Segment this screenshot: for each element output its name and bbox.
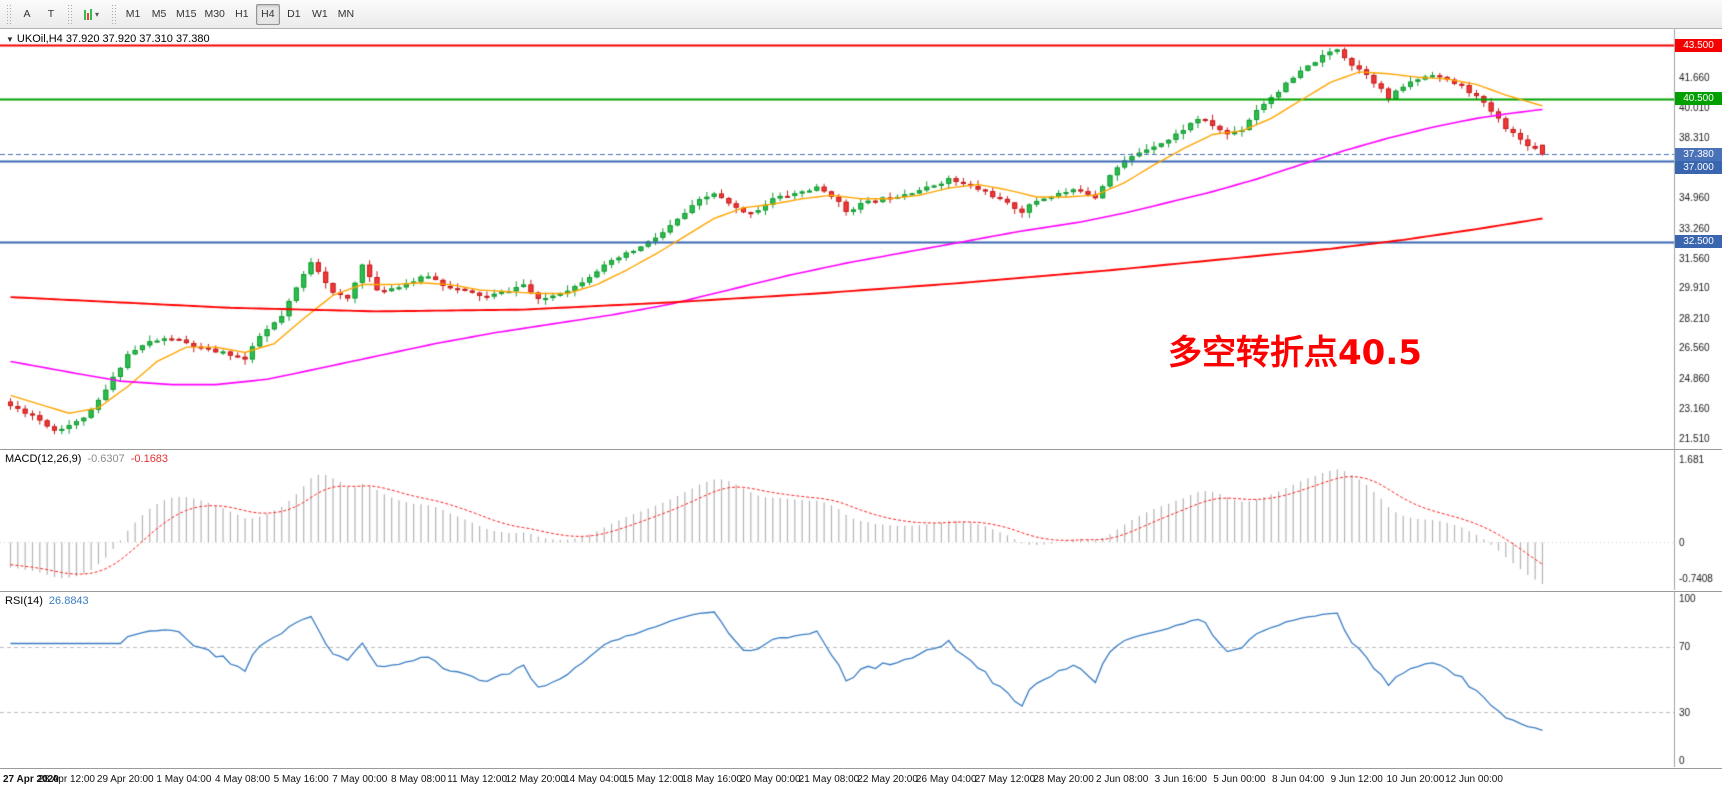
- tf-button-d1[interactable]: D1: [282, 4, 306, 25]
- expand-ohlc-icon[interactable]: ▼: [6, 35, 14, 44]
- date-label: 4 May 08:00: [215, 774, 270, 785]
- quote-high: 37.920: [103, 33, 137, 45]
- date-label: 26 May 04:00: [916, 774, 977, 785]
- tf-button-m5[interactable]: M5: [147, 4, 171, 25]
- price-chart-panel: ▼UKOil,H4 37.920 37.920 37.310 37.380 多空…: [0, 29, 1722, 449]
- date-label: 21 May 08:00: [799, 774, 860, 785]
- macd-name: MACD(12,26,9): [5, 453, 81, 465]
- date-label: 5 Jun 00:00: [1213, 774, 1265, 785]
- date-label: 7 May 00:00: [332, 774, 387, 785]
- quote-low: 37.310: [139, 33, 173, 45]
- tf-button-m30[interactable]: M30: [201, 4, 227, 25]
- macd-chart-canvas[interactable]: [0, 450, 1722, 590]
- date-label: 27 May 12:00: [975, 774, 1036, 785]
- tf-button-w1[interactable]: W1: [308, 4, 332, 25]
- price-tag-37.380: 37.380: [1675, 148, 1722, 161]
- macd-indicator-panel: MACD(12,26,9) -0.6307 -0.1683: [0, 449, 1722, 591]
- rsi-label: RSI(14) 26.8843: [5, 595, 89, 607]
- date-label: 22 May 20:00: [857, 774, 918, 785]
- candlestick-icon: [84, 9, 92, 20]
- quote-open: 37.920: [66, 33, 100, 45]
- toolbar-grip[interactable]: [111, 4, 116, 24]
- date-label: 28 May 20:00: [1033, 774, 1094, 785]
- time-axis[interactable]: 27 Apr 202028 Apr 12:0029 Apr 20:001 May…: [0, 768, 1722, 793]
- chart-toolbar: AT ▾ M1M5M15M30H1H4D1W1MN: [0, 0, 1722, 29]
- rsi-chart-canvas[interactable]: [0, 592, 1722, 767]
- date-label: 8 Jun 04:00: [1272, 774, 1324, 785]
- trading-terminal-window: AT ▾ M1M5M15M30H1H4D1W1MN ▼UKOil,H4 37.9…: [0, 0, 1722, 793]
- tf-button-h1[interactable]: H1: [230, 4, 254, 25]
- indicators-dropdown-button[interactable]: ▾: [77, 4, 106, 25]
- date-label: 12 Jun 00:00: [1445, 774, 1503, 785]
- date-label: 8 May 08:00: [391, 774, 446, 785]
- symbol-name: UKOil,H4: [17, 33, 63, 45]
- date-label: 1 May 04:00: [156, 774, 211, 785]
- rsi-value: 26.8843: [49, 595, 89, 607]
- date-label: 3 Jun 16:00: [1155, 774, 1207, 785]
- chart-annotation-text: 多空转折点40.5: [1168, 325, 1422, 374]
- date-label: 20 May 00:00: [740, 774, 801, 785]
- date-label: 5 May 16:00: [274, 774, 329, 785]
- rsi-indicator-panel: RSI(14) 26.8843: [0, 591, 1722, 768]
- date-label: 12 May 20:00: [505, 774, 566, 785]
- macd-label: MACD(12,26,9) -0.6307 -0.1683: [5, 453, 168, 465]
- toolbar-grip[interactable]: [67, 4, 72, 24]
- date-label: 9 Jun 12:00: [1331, 774, 1383, 785]
- date-label: 14 May 04:00: [564, 774, 625, 785]
- date-label: 15 May 12:00: [623, 774, 684, 785]
- macd-signal-value: -0.1683: [131, 453, 168, 465]
- date-label: 29 Apr 20:00: [97, 774, 154, 785]
- date-label: 18 May 16:00: [681, 774, 742, 785]
- text-tool-button[interactable]: T: [40, 4, 62, 25]
- quote-close: 37.380: [176, 33, 210, 45]
- timeframe-buttons: M1M5M15M30H1H4D1W1MN: [120, 4, 359, 25]
- price-tag-43.500: 43.500: [1675, 39, 1722, 52]
- arrow-tool-button[interactable]: A: [16, 4, 38, 25]
- tf-button-mn[interactable]: MN: [334, 4, 358, 25]
- date-label: 28 Apr 12:00: [38, 774, 95, 785]
- date-label: 11 May 12:00: [447, 774, 507, 785]
- tf-button-m1[interactable]: M1: [121, 4, 145, 25]
- price-tag-40.500: 40.500: [1675, 92, 1722, 105]
- toolbar-grip[interactable]: [6, 4, 11, 24]
- price-tag-32.500: 32.500: [1675, 235, 1722, 248]
- rsi-name: RSI(14): [5, 595, 43, 607]
- candlestick-chart-canvas[interactable]: [0, 29, 1722, 449]
- drawing-tool-buttons: AT: [15, 4, 63, 25]
- tf-button-m15[interactable]: M15: [173, 4, 199, 25]
- date-label: 2 Jun 08:00: [1096, 774, 1148, 785]
- macd-main-value: -0.6307: [87, 453, 124, 465]
- tf-button-h4[interactable]: H4: [256, 4, 280, 25]
- date-label: 10 Jun 20:00: [1386, 774, 1444, 785]
- chevron-down-icon: ▾: [95, 10, 99, 19]
- symbol-info-line: ▼UKOil,H4 37.920 37.920 37.310 37.380: [6, 33, 210, 45]
- price-tag-37.000: 37.000: [1675, 161, 1722, 174]
